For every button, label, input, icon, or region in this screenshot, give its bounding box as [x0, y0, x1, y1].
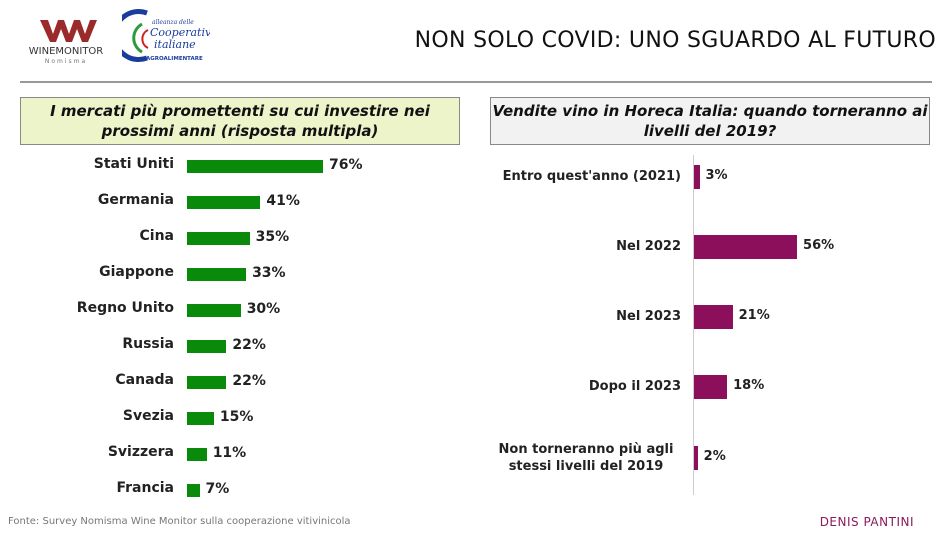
bar — [187, 304, 241, 317]
data-label: 3% — [705, 168, 728, 183]
bar — [187, 376, 227, 389]
data-label: 15% — [219, 409, 254, 425]
data-label: 22% — [232, 373, 266, 389]
category-label: Non torneranno più agli stessi livelli d… — [498, 442, 674, 474]
category-label: Canada — [115, 372, 174, 388]
category-label: Stati Uniti — [93, 156, 174, 172]
page-title: NON SOLO COVID: UNO SGUARDO AL FUTURO — [414, 28, 936, 53]
bar — [187, 160, 324, 173]
data-label: 18% — [733, 378, 765, 393]
category-label: Entro quest'anno (2021) — [502, 169, 681, 184]
bar — [694, 165, 700, 189]
data-label: 30% — [246, 301, 281, 317]
svg-text:italiane: italiane — [154, 38, 196, 51]
category-label: Germania — [97, 192, 174, 208]
right-chart-title: Vendite vino in Horeca Italia: quando to… — [490, 97, 930, 145]
data-label: 11% — [212, 445, 247, 461]
category-label: Cina — [139, 228, 175, 244]
data-label: 2% — [703, 449, 726, 464]
data-label: 33% — [252, 265, 286, 281]
bar — [187, 412, 214, 425]
category-label: Regno Unito — [76, 300, 174, 316]
cooperative-logo: alleanza delleCooperativeitaliane AGROALI… — [112, 8, 218, 64]
bar — [694, 305, 733, 329]
data-label: 56% — [803, 238, 835, 253]
bar — [694, 375, 728, 399]
bar — [694, 235, 798, 259]
bar — [187, 268, 247, 281]
category-label: Dopo il 2023 — [588, 379, 681, 394]
data-label: 41% — [266, 193, 300, 209]
left-chart-title: I mercati più promettenti su cui investi… — [20, 97, 460, 145]
source-note: Fonte: Survey Nomisma Wine Monitor sulla… — [8, 516, 351, 527]
category-label: Russia — [122, 336, 174, 352]
data-label: 21% — [738, 308, 770, 323]
category-label: Svizzera — [107, 444, 174, 460]
svg-text:WINEMONITOR: WINEMONITOR — [29, 46, 104, 57]
category-label: Giappone — [99, 264, 174, 280]
category-label: Svezia — [122, 408, 174, 424]
svg-text:Cooperative: Cooperative — [150, 26, 210, 39]
bar — [187, 232, 250, 245]
author: DENIS PANTINI — [819, 515, 914, 529]
category-label: Nel 2023 — [616, 309, 681, 324]
category-label: Francia — [116, 480, 174, 496]
data-label: 22% — [232, 337, 266, 353]
header-divider — [20, 81, 932, 83]
bar — [187, 196, 261, 209]
bar — [187, 484, 200, 497]
bar — [694, 446, 698, 470]
svg-text:alleanza delle: alleanza delle — [152, 19, 194, 26]
winemonitor-logo: WINEMONITOR Nomisma — [22, 18, 110, 65]
bar — [187, 448, 207, 461]
data-label: 35% — [255, 229, 290, 245]
category-label: Nel 2022 — [616, 239, 681, 254]
svg-text:AGROALIMENTARE: AGROALIMENTARE — [146, 56, 203, 62]
axis-line — [693, 155, 694, 495]
data-label: 7% — [205, 481, 230, 497]
data-label: 76% — [329, 157, 363, 173]
svg-text:Nomisma: Nomisma — [45, 58, 87, 64]
bar — [187, 340, 227, 353]
